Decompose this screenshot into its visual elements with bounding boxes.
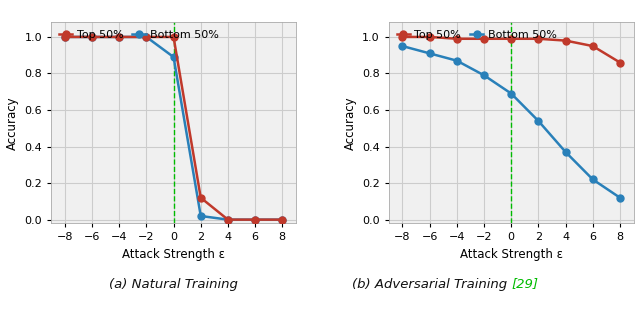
Text: (b) Adversarial Training [29]: (b) Adversarial Training [29] xyxy=(418,278,604,291)
Text: (a) Natural Training: (a) Natural Training xyxy=(109,278,238,291)
Text: [29]: [29] xyxy=(511,278,538,291)
Y-axis label: Accuracy: Accuracy xyxy=(344,96,356,150)
Legend: Top 50%, Bottom 50%: Top 50%, Bottom 50% xyxy=(394,28,559,42)
Legend: Top 50%, Bottom 50%: Top 50%, Bottom 50% xyxy=(57,28,221,42)
Text: (b) Adversarial Training: (b) Adversarial Training xyxy=(352,278,511,291)
Y-axis label: Accuracy: Accuracy xyxy=(6,96,19,150)
X-axis label: Attack Strength ε: Attack Strength ε xyxy=(122,248,225,261)
X-axis label: Attack Strength ε: Attack Strength ε xyxy=(460,248,563,261)
